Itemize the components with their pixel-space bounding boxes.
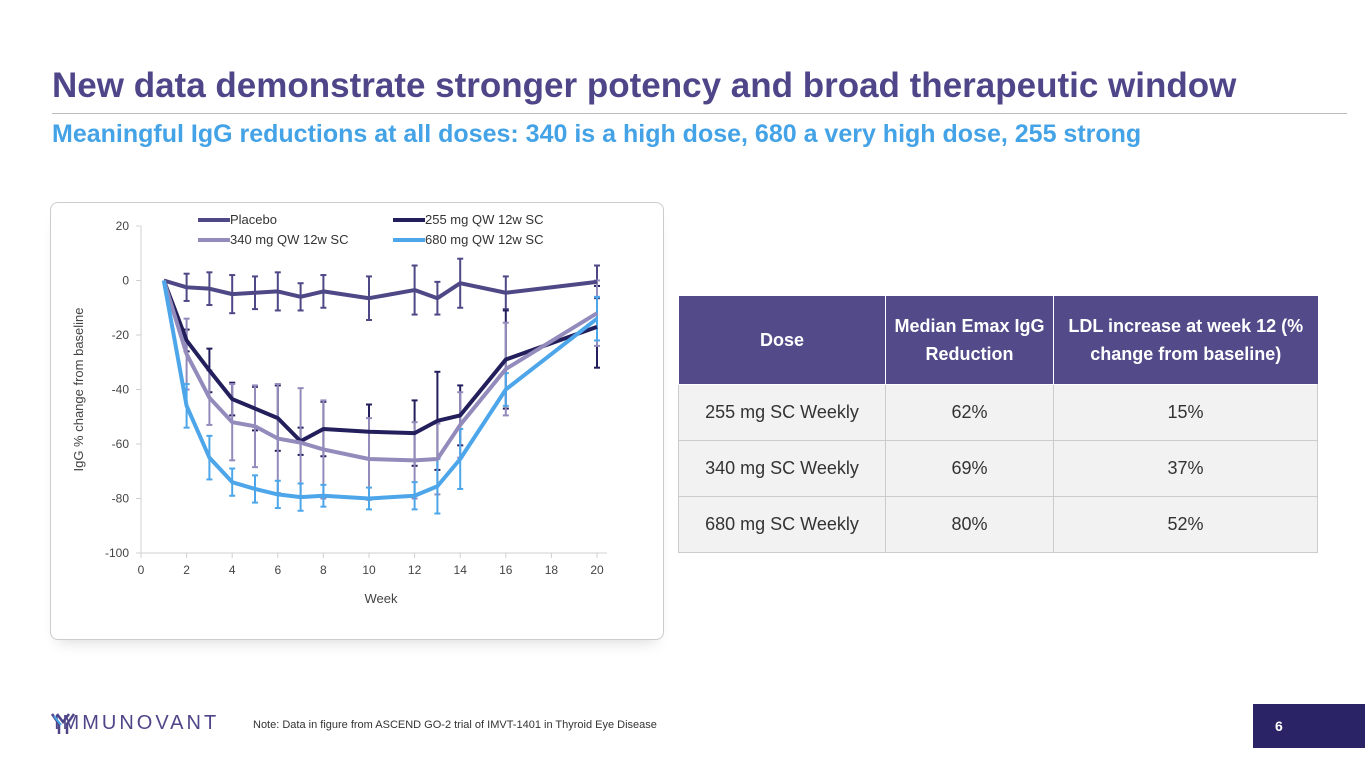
page-number: 6 (1253, 704, 1365, 748)
x-tick-label: 18 (545, 563, 559, 577)
y-tick-label: -80 (112, 492, 130, 506)
title-divider (52, 113, 1347, 114)
header-emax: Median Emax IgG Reduction (885, 296, 1054, 385)
x-tick-label: 16 (499, 563, 513, 577)
igg-chart: 20 0 -20 -40 -60 -80 -100 0 2 4 6 8 10 12 14 16 18 20 Week… (71, 212, 607, 606)
x-tick-label: 12 (408, 563, 422, 577)
x-tick-label: 20 (590, 563, 604, 577)
y-tick-label: 0 (122, 274, 129, 288)
x-tick-label: 8 (320, 563, 327, 577)
x-tick-label: 14 (454, 563, 468, 577)
y-tick-label: 20 (116, 219, 130, 233)
x-tick-label: 2 (183, 563, 190, 577)
company-logo: IMMUNOVANT (50, 712, 219, 735)
table-row: 255 mg SC Weekly 62% 15% (678, 384, 1318, 441)
legend-label: Placebo (230, 212, 277, 227)
table-cell: 62% (885, 384, 1054, 441)
y-tick-label: -60 (112, 437, 130, 451)
chart-container: 20 0 -20 -40 -60 -80 -100 0 2 4 6 8 10 12 14 16 18 20 Week… (50, 202, 664, 640)
table-cell: 255 mg SC Weekly (678, 384, 886, 441)
y-tick-label: -40 (112, 383, 130, 397)
y-tick-label: -20 (112, 328, 130, 342)
table-cell: 15% (1053, 384, 1318, 441)
x-tick-label: 4 (229, 563, 236, 577)
header-dose: Dose (678, 296, 886, 385)
table-row: 680 mg SC Weekly 80% 52% (678, 496, 1318, 553)
page-subtitle: Meaningful IgG reductions at all doses: … (52, 120, 1142, 148)
y-axis-label: IgG % change from baseline (71, 307, 86, 471)
y-tick-label: -100 (105, 546, 129, 560)
table-cell: 69% (885, 440, 1054, 497)
series-line-1 (161, 279, 598, 444)
table-cell: 80% (885, 496, 1054, 553)
x-axis-label: Week (365, 591, 398, 606)
x-tick-label: 6 (274, 563, 281, 577)
page-title: New data demonstrate stronger potency an… (52, 66, 1237, 105)
x-tick-label: 0 (138, 563, 145, 577)
table-cell: 680 mg SC Weekly (678, 496, 886, 553)
series-line-3 (161, 280, 599, 501)
legend-label: 255 mg QW 12w SC (425, 212, 544, 227)
table-cell: 37% (1053, 440, 1318, 497)
header-ldl: LDL increase at week 12 (% change from b… (1053, 296, 1318, 385)
logo-icon (50, 713, 76, 734)
series-line-2 (161, 279, 599, 463)
table-cell: 52% (1053, 496, 1318, 553)
series-line-0 (163, 278, 598, 301)
x-tick-label: 10 (362, 563, 376, 577)
legend-label: 340 mg QW 12w SC (230, 232, 349, 247)
footnote: Note: Data in figure from ASCEND GO-2 tr… (253, 719, 657, 731)
table-row: 340 mg SC Weekly 69% 37% (678, 440, 1318, 497)
dose-table: Dose Median Emax IgG Reduction LDL incre… (678, 296, 1318, 553)
table-cell: 340 mg SC Weekly (678, 440, 886, 497)
legend-label: 680 mg QW 12w SC (425, 232, 544, 247)
logo-text: IMMUNOVANT (54, 712, 220, 734)
